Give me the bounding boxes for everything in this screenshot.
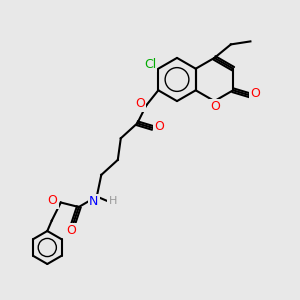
Text: Cl: Cl [144,58,156,71]
Text: O: O [47,194,57,208]
Text: O: O [154,120,164,133]
Text: O: O [250,87,260,100]
Text: H: H [109,196,117,206]
Text: N: N [89,195,98,208]
Text: O: O [66,224,76,238]
Text: O: O [135,97,145,110]
Text: O: O [210,100,220,113]
